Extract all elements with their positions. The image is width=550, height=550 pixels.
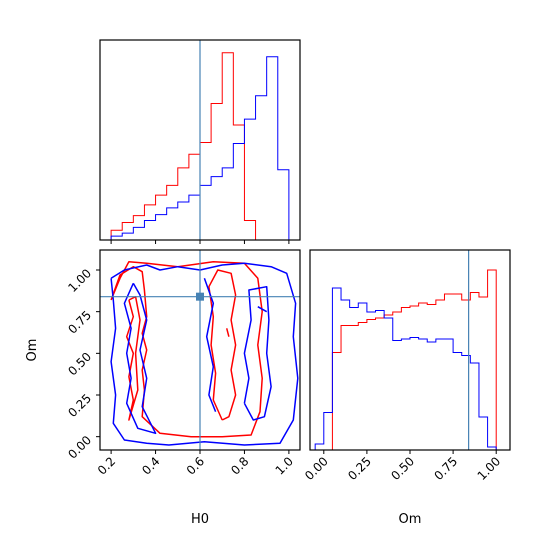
- om-x-axis-label: Om: [399, 512, 422, 527]
- joint-truth-point: [196, 292, 204, 301]
- joint-x-ticks: 0.2 0.4 0.6 0.8 1.0: [95, 450, 296, 478]
- joint-y-tick-label: 1.00: [65, 266, 94, 295]
- blue-contour-line: [123, 282, 157, 435]
- blue-contours: [110, 262, 299, 446]
- blue-contour-line: [110, 262, 299, 446]
- om-x-tick-label: 0.25: [345, 454, 374, 483]
- om-blue-histogram: [314, 287, 505, 451]
- om-red-histogram: [315, 269, 505, 451]
- joint-panel: 0.2 0.4 0.6 0.8 1.0 0.000.250.500.751.00 H0 …: [25, 249, 301, 527]
- joint-x-tick-label: 0.8: [228, 454, 251, 477]
- h0-marginal-ticks: [110, 240, 290, 244]
- om-x-tick-label: 0.75: [431, 454, 460, 483]
- joint-x-tick-label: 0.2: [95, 454, 118, 477]
- joint-x-axis-label: H0: [191, 512, 209, 527]
- om-x-tick-label: 0.50: [388, 454, 417, 483]
- joint-x-tick-label: 0.6: [184, 454, 207, 477]
- joint-y-tick-label: 0.25: [65, 391, 94, 420]
- joint-x-tick-label: 0.4: [139, 454, 162, 477]
- om-x-ticks: 0.00 0.25 0.50 0.75 1.00: [302, 450, 503, 483]
- joint-y-tick-label: 0.75: [65, 308, 94, 337]
- om-x-tick-label: 0.00: [302, 454, 331, 483]
- joint-y-axis-label: Om: [25, 339, 40, 362]
- blue-contour-line: [257, 306, 268, 313]
- joint-y-ticks: 0.00 0.25 0.50 0.75 1.00: [65, 266, 100, 462]
- blue-contour-line: [203, 278, 217, 412]
- joint-x-tick-label: 1.0: [273, 454, 296, 477]
- h0-red-histogram: [110, 52, 289, 241]
- blue-contour-line: [243, 285, 272, 421]
- red-contour-line: [125, 295, 141, 421]
- om-x-tick-label: 1.00: [475, 454, 504, 483]
- om-marginal-panel: 0.00 0.25 0.50 0.75 1.00 Om: [302, 249, 511, 527]
- joint-truth-lines: [100, 250, 300, 450]
- h0-red-step-line: [110, 52, 289, 241]
- red-contour-line: [208, 269, 237, 421]
- joint-y-tick-label: 0.00: [65, 433, 94, 462]
- joint-frame: [99, 249, 301, 451]
- om-blue-step-line: [314, 287, 505, 451]
- red-contour-line: [110, 260, 263, 438]
- red-contours: [110, 260, 263, 438]
- h0-marginal-frame: [99, 39, 301, 241]
- h0-marginal-panel: [99, 39, 301, 244]
- om-marginal-frame: [309, 249, 511, 451]
- om-red-step-line: [315, 269, 505, 451]
- red-contour-line: [225, 328, 230, 337]
- joint-y-tick-label: 0.50: [65, 350, 94, 379]
